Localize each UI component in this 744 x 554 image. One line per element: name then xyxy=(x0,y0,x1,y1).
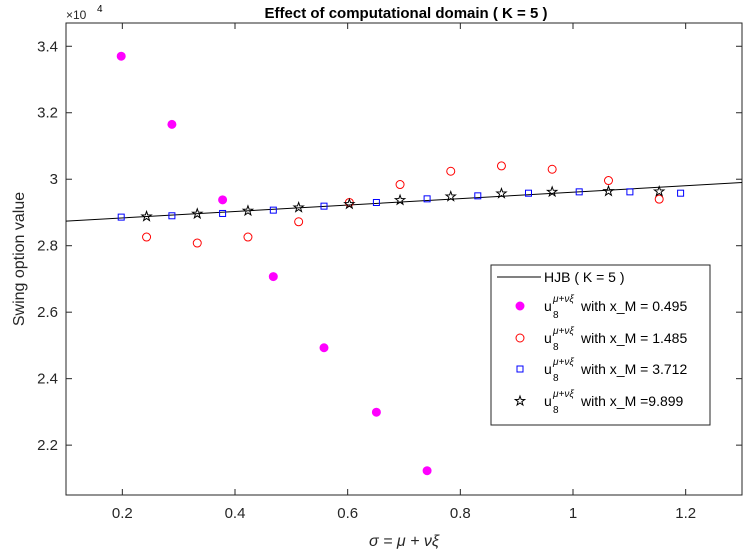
data-point-series-2 xyxy=(395,180,405,190)
y-multiplier-exp: 4 xyxy=(97,4,103,15)
legend-label: with x_M = 3.712 xyxy=(580,361,687,377)
y-tick-label: 3 xyxy=(50,171,58,188)
data-point-series-2 xyxy=(654,194,664,204)
legend-u-sub: 8 xyxy=(553,342,559,353)
data-point-series-3 xyxy=(423,195,431,203)
legend-u-sup: μ+νξ xyxy=(552,326,574,337)
legend-marker xyxy=(515,333,525,343)
data-point-series-3 xyxy=(677,189,685,197)
y-tick-label: 2.8 xyxy=(37,238,58,255)
data-point-series-2 xyxy=(603,176,613,186)
legend-u-sup: μ+νξ xyxy=(552,389,574,400)
data-point-series-4 xyxy=(602,184,615,197)
x-tick-label: 0.2 xyxy=(112,505,133,522)
data-point-series-3 xyxy=(524,189,532,197)
x-tick-label: 0.8 xyxy=(450,505,471,522)
data-point-series-4 xyxy=(140,209,153,222)
data-point-series-2 xyxy=(142,232,152,242)
data-point-series-3 xyxy=(626,188,634,196)
data-point-series-2 xyxy=(192,238,202,248)
data-point-series-3 xyxy=(320,202,328,210)
legend-u-sub: 8 xyxy=(553,310,559,321)
data-point-series-3 xyxy=(219,209,227,217)
data-point-series-3 xyxy=(575,188,583,196)
legend-box xyxy=(490,264,711,426)
legend-label: with x_M = 0.495 xyxy=(580,298,687,314)
data-point-series-2 xyxy=(547,164,557,174)
y-multiplier: ×10 4 xyxy=(66,4,103,22)
data-point-series-1 xyxy=(422,466,432,476)
x-tick-label: 0.6 xyxy=(337,505,358,522)
x-axis-label: σ = μ + νξ xyxy=(369,533,440,550)
data-point-series-4 xyxy=(393,193,407,206)
legend-u-base: u xyxy=(544,361,552,377)
data-point-series-2 xyxy=(446,166,456,176)
data-point-series-2 xyxy=(294,217,304,227)
x-tick-label: 1 xyxy=(569,505,577,522)
data-point-series-1 xyxy=(268,272,278,282)
legend-u-sub: 8 xyxy=(553,405,559,416)
data-point-series-1 xyxy=(371,407,381,417)
legend-label: HJB ( K = 5 ) xyxy=(544,269,625,285)
legend-u-base: u xyxy=(544,298,552,314)
data-point-series-3 xyxy=(168,212,176,220)
y-axis-label: Swing option value xyxy=(11,192,28,326)
y-tick-label: 3.2 xyxy=(37,105,58,122)
data-point-series-4 xyxy=(343,197,356,210)
data-point-series-4 xyxy=(444,189,457,202)
chart-title: Effect of computational domain ( K = 5 ) xyxy=(265,5,548,22)
legend-label: with x_M = 1.485 xyxy=(580,330,687,346)
y-tick-label: 2.2 xyxy=(37,437,58,454)
data-point-series-1 xyxy=(218,195,228,205)
data-point-series-4 xyxy=(241,204,255,217)
axis-ticks: 0.2 0.4 0.6 0.8 1 1.2 2.2 2.4 2.6 2.8 3 3.2 3.4 xyxy=(37,23,742,522)
data-point-series-2 xyxy=(243,232,253,242)
data-point-series-3 xyxy=(269,206,277,214)
data-point-series-4 xyxy=(191,207,204,220)
legend-marker xyxy=(515,301,525,311)
data-point-series-2 xyxy=(496,161,506,171)
x-tick-label: 1.2 xyxy=(675,505,696,522)
data-point-series-3 xyxy=(117,213,125,221)
data-point-series-4 xyxy=(545,185,559,198)
data-point-series-4 xyxy=(652,184,666,197)
legend-u-base: u xyxy=(544,393,552,409)
data-point-series-3 xyxy=(372,198,380,206)
data-point-series-1 xyxy=(167,119,177,129)
legend-u-sup: μ+νξ xyxy=(552,357,574,368)
y-tick-label: 3.4 xyxy=(37,38,58,55)
data-point-series-4 xyxy=(495,186,508,199)
legend-label: with x_M =9.899 xyxy=(580,393,684,409)
y-tick-label: 2.4 xyxy=(37,371,58,388)
data-point-series-1 xyxy=(116,51,126,61)
legend-marker xyxy=(513,394,527,407)
data-marks xyxy=(65,51,743,476)
legend-marker xyxy=(516,365,524,373)
legend-u-sub: 8 xyxy=(553,373,559,384)
data-point-series-3 xyxy=(474,192,482,200)
y-multiplier-label: ×10 xyxy=(66,8,87,22)
y-tick-label: 2.6 xyxy=(37,304,58,321)
data-point-series-1 xyxy=(319,343,329,353)
legend-u-sup: μ+νξ xyxy=(552,294,574,305)
data-point-series-4 xyxy=(292,200,305,213)
legend-u-base: u xyxy=(544,330,552,346)
x-tick-label: 0.4 xyxy=(225,505,246,522)
